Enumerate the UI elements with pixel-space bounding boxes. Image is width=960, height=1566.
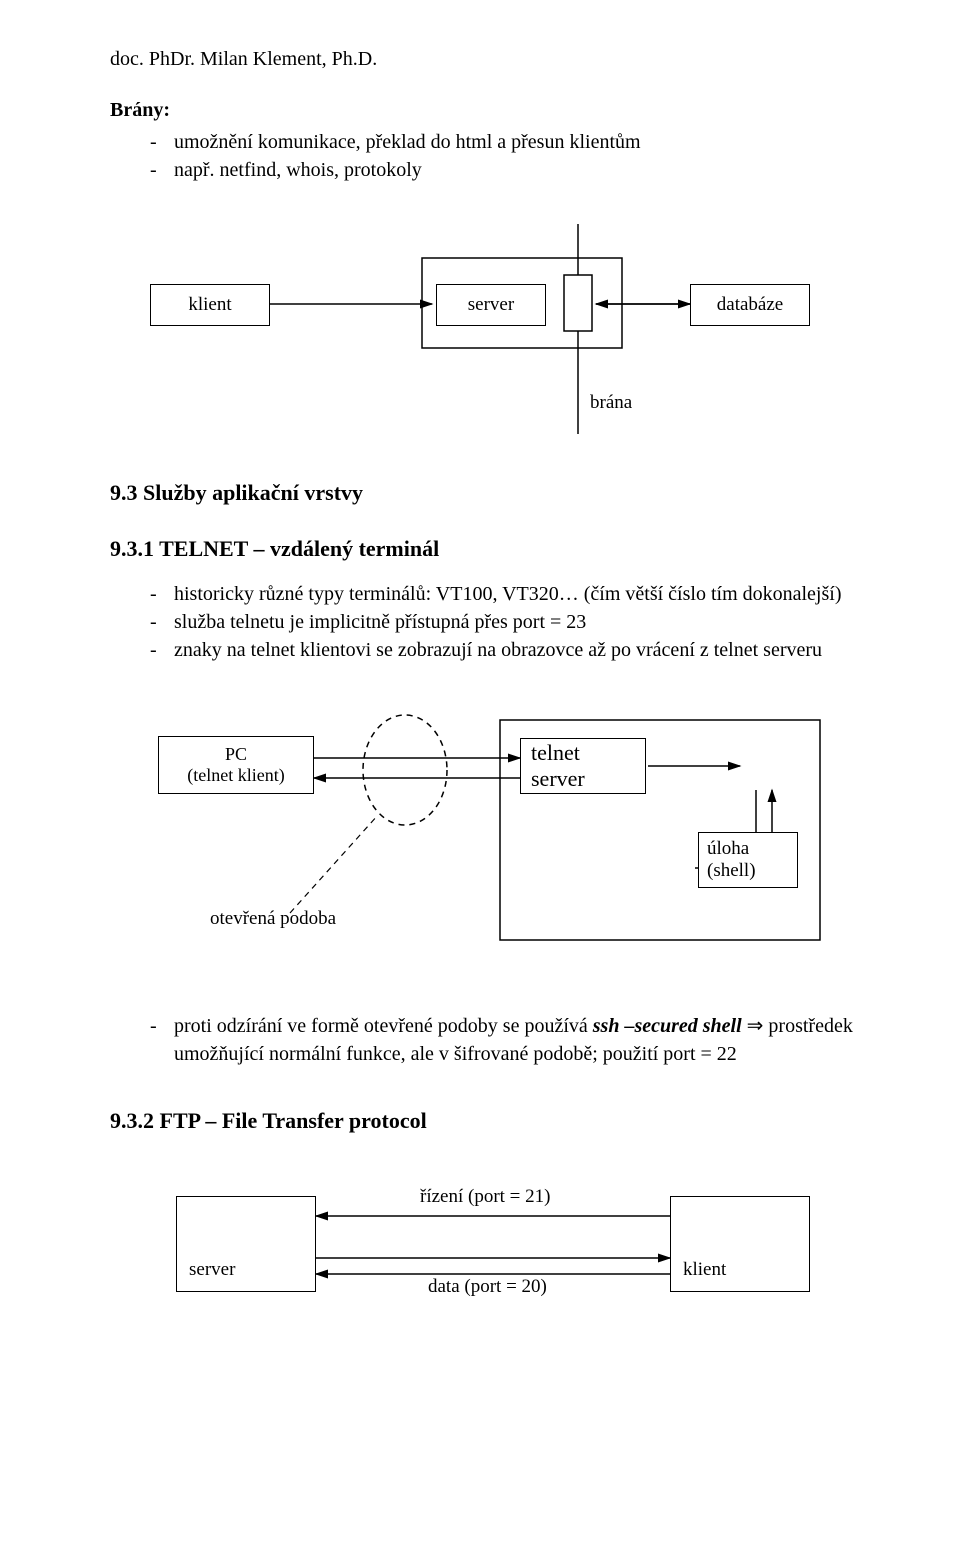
sec931-item: - služba telnetu je implicitně přístupná…: [150, 608, 888, 636]
ssh-arrow: ⇒: [742, 1015, 769, 1037]
bullet-dash: -: [150, 128, 174, 156]
sec931-item: - historicky různé typy terminálů: VT100…: [150, 580, 888, 608]
diagram3-server: server: [176, 1196, 316, 1292]
ssh-note: - proti odzírání ve formě otevřené podob…: [150, 1012, 888, 1068]
brany-item: - umožnění komunikace, překlad do html a…: [150, 128, 888, 156]
diagram3-rizeni-label: řízení (port = 21): [420, 1186, 550, 1208]
sec93-title: 9.3 Služby aplikační vrstvy: [110, 480, 888, 506]
diagram3-klient-label: klient: [683, 1259, 726, 1281]
diagram1-brana-label: brána: [590, 392, 632, 414]
diagram2-pc: PC (telnet klient): [158, 736, 314, 794]
diagram2-telnet-line1: telnet: [531, 740, 580, 766]
bullet-text: např. netfind, whois, protokoly: [174, 156, 888, 184]
ssh-em: ssh –secured shell: [593, 1015, 742, 1037]
ssh-pre: proti odzírání ve formě otevřené podoby …: [174, 1015, 593, 1037]
diagram3-data-label: data (port = 20): [428, 1276, 547, 1298]
brany-title: Brány:: [110, 99, 888, 122]
diagram2-pc-line1: PC: [225, 744, 247, 765]
sec932-title: 9.3.2 FTP – File Transfer protocol: [110, 1108, 888, 1134]
bullet-dash: -: [150, 1012, 174, 1068]
sec931-item: - znaky na telnet klientovi se zobrazují…: [150, 636, 888, 664]
bullet-text: znaky na telnet klientovi se zobrazují n…: [174, 636, 888, 664]
diagram3-klient: klient: [670, 1196, 810, 1292]
diagram-brana-svg: [140, 224, 840, 444]
diagram-ftp: server klient řízení (port = 21) data (p…: [140, 1152, 840, 1322]
page-header: doc. PhDr. Milan Klement, Ph.D.: [110, 48, 888, 71]
diagram2-otevrena-label: otevřená podoba: [210, 908, 336, 930]
diagram1-databaze: databáze: [690, 284, 810, 326]
brany-item: - např. netfind, whois, protokoly: [150, 156, 888, 184]
diagram3-server-label: server: [189, 1259, 235, 1281]
diagram2-uloha-line1: úloha: [707, 838, 749, 860]
bullet-text: služba telnetu je implicitně přístupná p…: [174, 608, 888, 636]
diagram-brana: klient server databáze brána: [140, 224, 840, 444]
bullet-dash: -: [150, 636, 174, 664]
diagram2-telnet-server: telnet server: [520, 738, 646, 794]
diagram2-uloha: úloha (shell): [698, 832, 798, 888]
bullet-dash: -: [150, 156, 174, 184]
diagram-telnet: PC (telnet klient) telnet server úloha (…: [140, 708, 840, 968]
sec931-title: 9.3.1 TELNET – vzdálený terminál: [110, 536, 888, 562]
diagram2-uloha-line2: (shell): [707, 860, 756, 882]
bullet-dash: -: [150, 608, 174, 636]
diagram1-klient: klient: [150, 284, 270, 326]
bullet-dash: -: [150, 580, 174, 608]
bullet-text: historicky různé typy terminálů: VT100, …: [174, 580, 888, 608]
diagram2-telnet-line2: server: [531, 766, 585, 792]
diagram1-server: server: [436, 284, 546, 326]
bullet-text: umožnění komunikace, překlad do html a p…: [174, 128, 888, 156]
ssh-note-text: proti odzírání ve formě otevřené podoby …: [174, 1012, 888, 1068]
diagram2-pc-line2: (telnet klient): [187, 765, 284, 786]
